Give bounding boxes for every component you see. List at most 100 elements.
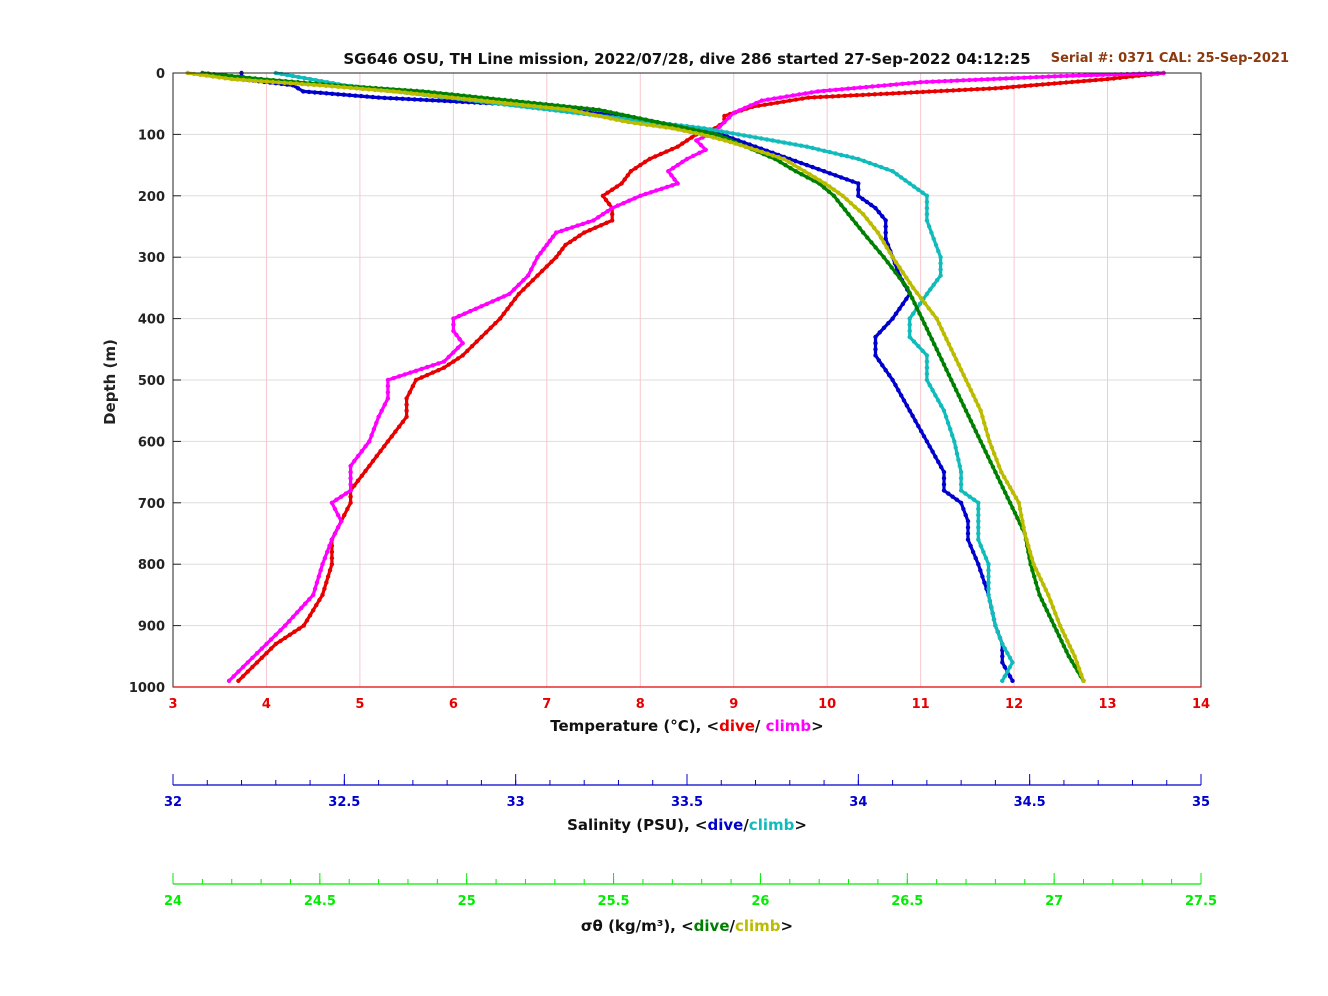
data-point <box>873 245 878 250</box>
data-point <box>526 103 531 108</box>
data-point <box>764 137 770 142</box>
data-point <box>753 144 758 149</box>
sigma-tick-label: 27.5 <box>1185 894 1217 909</box>
chart-title: SG646 OSU, TH Line mission, 2022/07/28, … <box>343 50 1030 68</box>
data-point <box>982 420 987 426</box>
data-point <box>676 127 681 132</box>
data-point <box>845 86 851 91</box>
data-point <box>999 85 1004 91</box>
data-point <box>786 159 792 165</box>
data-point <box>936 398 941 403</box>
temperature-tick-label: 10 <box>818 697 836 712</box>
data-point <box>424 97 429 103</box>
data-point <box>632 196 637 201</box>
data-point <box>762 102 768 107</box>
data-point <box>890 255 895 260</box>
data-point <box>708 131 713 136</box>
data-point <box>860 196 865 202</box>
data-point <box>910 413 915 418</box>
data-point <box>941 469 947 475</box>
data-point <box>880 214 885 219</box>
data-point <box>993 623 998 628</box>
data-point <box>664 184 670 190</box>
data-point <box>514 102 519 107</box>
data-point <box>954 497 959 502</box>
data-point <box>1028 83 1034 88</box>
data-point <box>307 597 312 602</box>
data-point <box>914 290 920 296</box>
data-point <box>869 240 874 245</box>
data-point <box>687 129 693 135</box>
data-point <box>1039 597 1045 603</box>
data-point <box>996 463 1002 469</box>
data-point <box>516 291 521 297</box>
data-point <box>723 138 728 143</box>
data-point <box>1015 515 1020 521</box>
data-point <box>880 363 885 368</box>
data-point <box>914 90 920 95</box>
data-point <box>543 105 549 110</box>
salinity-tick-label: 33.5 <box>671 795 703 810</box>
data-point <box>1028 75 1033 80</box>
data-point <box>1005 495 1010 500</box>
data-point <box>675 144 680 149</box>
y-tick-label: 900 <box>138 620 165 635</box>
data-point <box>1081 78 1087 84</box>
data-point <box>936 352 942 357</box>
data-point <box>867 160 872 166</box>
data-point <box>1046 592 1051 598</box>
data-point <box>406 96 411 102</box>
data-point <box>329 500 335 505</box>
data-point <box>986 592 991 598</box>
sigma-tick-label: 24 <box>164 894 182 909</box>
data-point <box>584 111 590 116</box>
data-point <box>930 449 935 454</box>
data-point <box>961 403 966 408</box>
data-point <box>872 225 877 231</box>
data-point <box>389 434 394 439</box>
data-point <box>997 76 1003 81</box>
data-point <box>348 85 353 91</box>
data-point <box>587 228 592 233</box>
data-point <box>893 260 899 265</box>
salinity-axis-label-prefix: Salinity (PSU), < <box>567 816 707 834</box>
data-point <box>382 95 387 101</box>
y-tick-label: 700 <box>138 497 165 512</box>
data-point <box>916 344 921 349</box>
data-point <box>479 98 484 103</box>
data-point <box>397 424 402 429</box>
data-point <box>989 445 995 450</box>
data-point <box>1050 605 1056 610</box>
data-point <box>1066 654 1072 659</box>
data-point <box>610 187 615 192</box>
data-point <box>976 434 981 439</box>
data-point <box>614 117 619 122</box>
data-point <box>887 372 892 378</box>
data-point <box>927 224 932 229</box>
data-point <box>420 92 425 97</box>
data-point <box>1016 75 1021 81</box>
data-point <box>883 230 888 235</box>
data-point <box>807 172 812 177</box>
data-point <box>455 92 461 98</box>
data-point <box>532 100 537 106</box>
data-point <box>559 228 564 234</box>
data-point <box>532 104 537 109</box>
data-point <box>998 480 1003 485</box>
data-point <box>614 184 620 189</box>
data-point <box>806 95 811 100</box>
temperature-axis-label-climb: climb <box>766 717 812 735</box>
data-point <box>473 306 478 311</box>
data-point <box>868 221 873 226</box>
data-point <box>993 86 998 91</box>
data-point <box>864 216 870 221</box>
data-point <box>919 429 924 434</box>
data-point <box>917 301 923 307</box>
data-point <box>1033 567 1039 572</box>
temperature-tick-label: 12 <box>1005 697 1023 712</box>
temperature-tick-label: 5 <box>355 697 364 712</box>
data-point <box>602 108 607 114</box>
data-point <box>655 119 660 125</box>
data-point <box>602 115 607 120</box>
data-point <box>520 102 525 108</box>
